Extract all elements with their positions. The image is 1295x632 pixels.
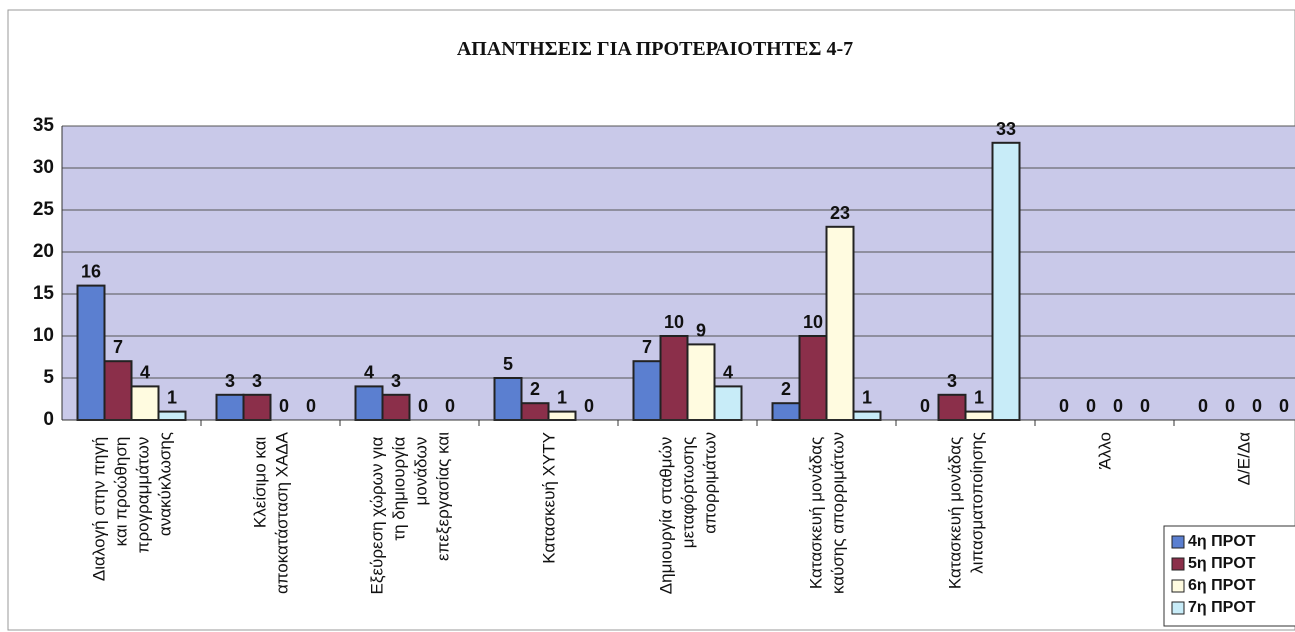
data-label: 10: [664, 312, 684, 332]
data-label: 2: [530, 379, 540, 399]
bar: [686, 343, 716, 421]
data-label: 4: [140, 362, 150, 382]
y-tick-label: 20: [33, 241, 54, 262]
data-label: 5: [503, 354, 513, 374]
data-label: 0: [920, 396, 930, 416]
data-label: 3: [252, 371, 262, 391]
y-tick-label: 35: [33, 115, 55, 136]
data-label: 0: [445, 396, 455, 416]
data-label: 0: [1252, 396, 1262, 416]
y-tick-label: 0: [43, 409, 54, 430]
data-label: 0: [306, 396, 316, 416]
data-label: 7: [642, 337, 652, 357]
data-label: 3: [225, 371, 235, 391]
data-label: 1: [974, 388, 984, 408]
bar: [798, 335, 828, 421]
bar: [493, 377, 523, 421]
data-label: 4: [723, 362, 733, 382]
data-label: 0: [1086, 396, 1096, 416]
chart-title: ΑΠΑΝΤΗΣΕΙΣ ΓΙΑ ΠΡΟΤΕΡΑΙΟΤΗΤΕΣ 4-7: [457, 38, 853, 60]
data-label: 9: [696, 320, 706, 340]
data-label: 1: [862, 388, 872, 408]
data-label: 33: [996, 119, 1016, 139]
x-tick-label: Κλείσιμο και αποκατάσταση ΧΑΔΑ: [251, 431, 292, 594]
data-label: 0: [1059, 396, 1069, 416]
y-tick-label: 10: [33, 325, 54, 346]
x-tick-label: Εξεύρεση χώρων για τη δημιουργία μονάδων…: [368, 432, 453, 595]
bar: [991, 141, 1021, 422]
bar: [103, 360, 133, 422]
bar: [713, 385, 743, 421]
legend-swatch: [1171, 601, 1185, 615]
x-tick-label: Δ/Ε/Δα: [1235, 432, 1254, 485]
bar: [130, 385, 160, 421]
bar: [547, 410, 577, 422]
bar: [354, 385, 384, 421]
bar: [964, 410, 994, 422]
x-tick-label: Άλλο: [1096, 432, 1115, 470]
data-label: 1: [167, 388, 177, 408]
data-label: 10: [803, 312, 823, 332]
data-label: 3: [947, 371, 957, 391]
bar: [520, 402, 550, 422]
x-tick-label: Διαλογή στην πηγή και προώθηση προγραμμά…: [90, 432, 175, 581]
legend-swatch: [1171, 535, 1185, 549]
legend-label: 4η ΠΡΟΤ: [1188, 533, 1256, 550]
y-tick-label: 25: [33, 199, 55, 220]
legend-label: 6η ΠΡΟΤ: [1188, 577, 1256, 594]
bar: [937, 393, 967, 421]
legend-swatch: [1171, 557, 1185, 571]
data-label: 7: [113, 337, 123, 357]
y-tick-label: 5: [43, 367, 54, 388]
data-label: 0: [279, 396, 289, 416]
data-label: 3: [391, 371, 401, 391]
bar: [825, 225, 855, 421]
y-tick-label: 30: [33, 157, 54, 178]
data-label: 0: [1279, 396, 1289, 416]
bar: [771, 402, 801, 422]
bar: [659, 335, 689, 421]
data-label: 23: [830, 203, 850, 223]
x-tick-label: Κατασκευή μονάδας λιπασματοποίησης: [946, 432, 987, 589]
data-label: 2: [781, 379, 791, 399]
legend-label: 5η ΠΡΟΤ: [1188, 555, 1256, 572]
x-tick-label: Κατασκευή ΧΥΤΥ: [540, 432, 559, 564]
bar: [632, 360, 662, 422]
bar: [215, 393, 245, 421]
y-tick-label: 15: [33, 283, 55, 304]
legend-label: 7η ΠΡΟΤ: [1188, 599, 1256, 616]
data-label: 4: [364, 362, 374, 382]
x-tick-label: Δημιουργία σταθμών μεταφόρτωσης απορριμά…: [657, 432, 720, 594]
data-label: 0: [1198, 396, 1208, 416]
bar: [157, 410, 187, 422]
data-label: 0: [418, 396, 428, 416]
bar: [381, 393, 411, 421]
data-label: 0: [584, 396, 594, 416]
bar: [76, 284, 106, 421]
data-label: 1: [557, 388, 567, 408]
data-label: 0: [1113, 396, 1123, 416]
legend-swatch: [1171, 579, 1185, 593]
legend-box: [1163, 525, 1295, 627]
bar: [242, 393, 272, 421]
bar: [852, 410, 882, 422]
data-label: 16: [81, 262, 101, 282]
data-label: 0: [1225, 396, 1235, 416]
x-tick-label: Κατασκευή μονάδας καύσης απορριμάτων: [807, 432, 848, 594]
data-label: 0: [1140, 396, 1150, 416]
